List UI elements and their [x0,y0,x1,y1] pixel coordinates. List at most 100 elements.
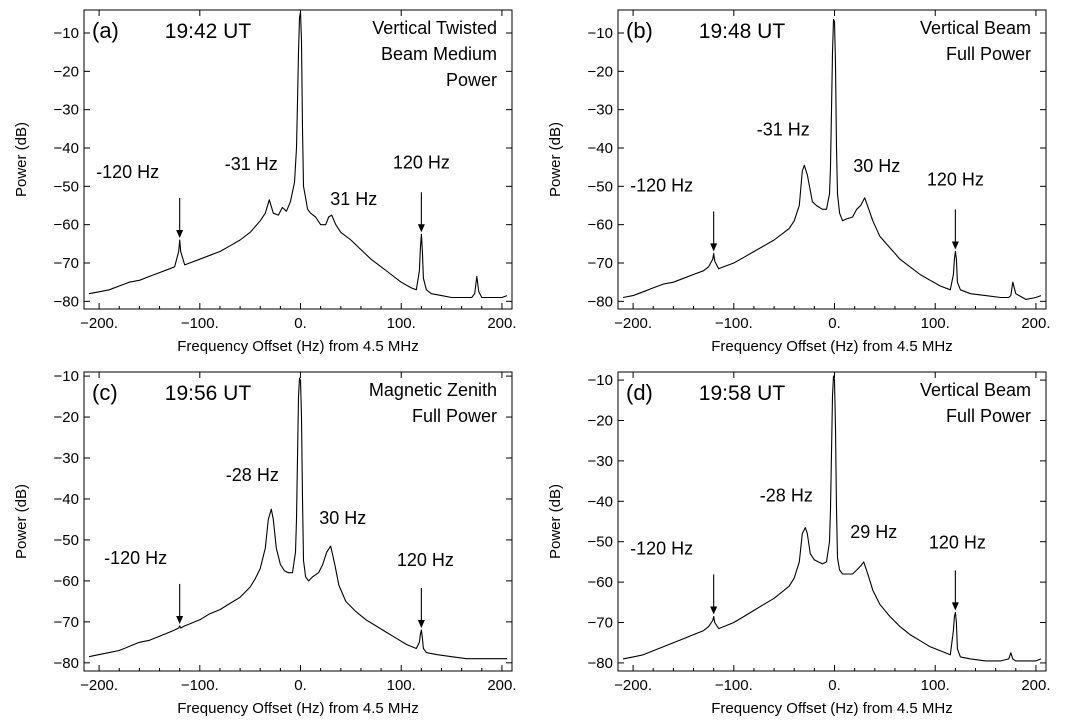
y-tick-label: −20 [54,409,79,426]
x-tick-label: 200. [487,677,516,694]
y-tick-label: −50 [54,178,79,195]
x-tick-label: −200. [614,315,652,332]
y-tick-label: −70 [588,615,613,632]
y-tick-label: −60 [588,574,613,591]
x-tick-label: 0. [294,677,307,694]
y-tick-label: −80 [54,655,79,672]
x-tick-label: 100. [921,315,950,332]
spectrum-line [622,19,1042,300]
y-axis-title: Power (dB) [13,484,30,559]
y-tick-label: −80 [588,293,613,310]
panel-description-line: Full Power [946,44,1031,64]
x-tick-label: 200. [487,315,516,332]
panel-description-line: Vertical Twisted [372,18,497,38]
panel-description-line: Vertical Beam [920,18,1031,38]
x-tick-label: 0. [294,315,307,332]
annotation-arrow-head [951,241,959,250]
x-axis-title: Frequency Offset (Hz) from 4.5 MHz [711,338,952,355]
y-tick-label: −20 [54,63,79,80]
annotation-arrow-head [176,230,184,238]
spectrum-line [622,375,1042,662]
x-tick-label: −100. [181,315,219,332]
annotation-label: -120 Hz [630,175,693,195]
annotation-label: -120 Hz [96,162,159,182]
spectrum-chart-b: −200. −100. 0. 100. 200. −10 −20 −30 −40 −50 −60 −7… [547,9,1051,355]
x-axis-title: Frequency Offset (Hz) from 4.5 MHz [177,700,418,717]
annotation-label: 120 Hz [927,170,984,190]
panel-description-line: Beam Medium [381,44,497,64]
panel-time: 19:56 UT [165,382,252,405]
y-tick-label: −40 [54,491,79,508]
annotation-label: 29 Hz [850,522,897,542]
x-tick-label: 100. [921,677,950,694]
annotation-arrow-head [951,602,959,611]
y-tick-label: −30 [54,102,79,119]
panel-description-line: Magnetic Zenith [369,380,497,400]
y-tick-label: −40 [588,493,613,510]
x-tick-label: 200. [1021,315,1050,332]
y-tick-label: −50 [588,178,613,195]
panel-description-line: Full Power [946,406,1031,426]
annotation-label: -31 Hz [757,119,810,139]
y-tick-label: −20 [588,63,613,80]
annotation-label: 120 Hz [393,152,450,172]
y-tick-label: −70 [588,255,613,272]
y-tick-label: −70 [54,255,79,272]
panel-description-line: Power [446,70,497,90]
x-axis-title: Frequency Offset (Hz) from 4.5 MHz [711,700,952,717]
annotation-label: -31 Hz [225,154,278,174]
spectrum-chart-a: −200. −100. 0. 100. 200. −10 −20 −30 −40 −50 −60 −7… [13,9,517,355]
y-tick-label: −80 [54,293,79,310]
y-axis-title: Power (dB) [13,122,30,197]
panel-time: 19:58 UT [699,382,786,405]
x-tick-label: 100. [387,315,416,332]
spectrum-panel-a: −200. −100. 0. 100. 200. −10 −20 −30 −40 −50 −60 −7… [0,0,533,362]
panel-description-line: Vertical Beam [920,380,1031,400]
y-tick-label: −50 [54,532,79,549]
annotation-arrow-head [710,606,718,615]
annotation-label: 120 Hz [397,550,454,570]
x-tick-label: −200. [614,677,652,694]
y-tick-label: −60 [54,573,79,590]
x-tick-label: −100. [715,315,753,332]
y-tick-label: −30 [588,453,613,470]
spectrum-chart-c: −200. −100. 0. 100. 200. −10 −20 −30 −40 −50 −60 −7… [13,368,517,717]
y-axis-title: Power (dB) [547,484,564,559]
spectrum-panel-b: −200. −100. 0. 100. 200. −10 −20 −30 −40 −50 −60 −7… [534,0,1067,362]
panel-time: 19:42 UT [165,20,252,43]
x-tick-label: −100. [181,677,219,694]
annotation-label: -28 Hz [760,486,813,506]
annotation-label: 30 Hz [853,156,900,176]
annotation-arrow-head [710,243,718,252]
y-tick-label: −30 [54,450,79,467]
spectrum-panel-d: −200. −100. 0. 100. 200. −10 −20 −30 −40 −50 −60 −7… [534,362,1067,724]
x-tick-label: −200. [80,315,118,332]
y-tick-label: −10 [54,25,79,42]
x-axis-title: Frequency Offset (Hz) from 4.5 MHz [177,338,418,355]
y-tick-label: −40 [54,140,79,157]
annotation-label: 120 Hz [929,532,986,552]
y-tick-label: −20 [588,412,613,429]
y-tick-label: −10 [54,368,79,385]
x-tick-label: 0. [828,677,841,694]
y-tick-label: −40 [588,140,613,157]
x-tick-label: 0. [828,315,841,332]
annotation-label: -120 Hz [630,538,693,558]
annotation-arrow-head [417,620,425,629]
plot-frame [83,371,513,672]
annotation-label: 30 Hz [319,508,366,528]
spectrum-chart-d: −200. −100. 0. 100. 200. −10 −20 −30 −40 −50 −60 −7… [547,371,1051,717]
annotation-label: -120 Hz [104,548,167,568]
spectrum-line [88,11,508,299]
y-tick-label: −10 [588,372,613,389]
annotation-label: -28 Hz [226,465,279,485]
plot-frame [617,9,1047,310]
spectrum-line [88,377,507,660]
y-tick-label: −50 [588,534,613,551]
spectrum-panel-c: −200. −100. 0. 100. 200. −10 −20 −30 −40 −50 −60 −7… [0,362,533,724]
y-tick-label: −80 [588,655,613,672]
x-tick-label: 100. [387,677,416,694]
panel-time: 19:48 UT [699,20,786,43]
panel-label: (b) [626,18,653,43]
panel-label: (a) [92,18,119,43]
